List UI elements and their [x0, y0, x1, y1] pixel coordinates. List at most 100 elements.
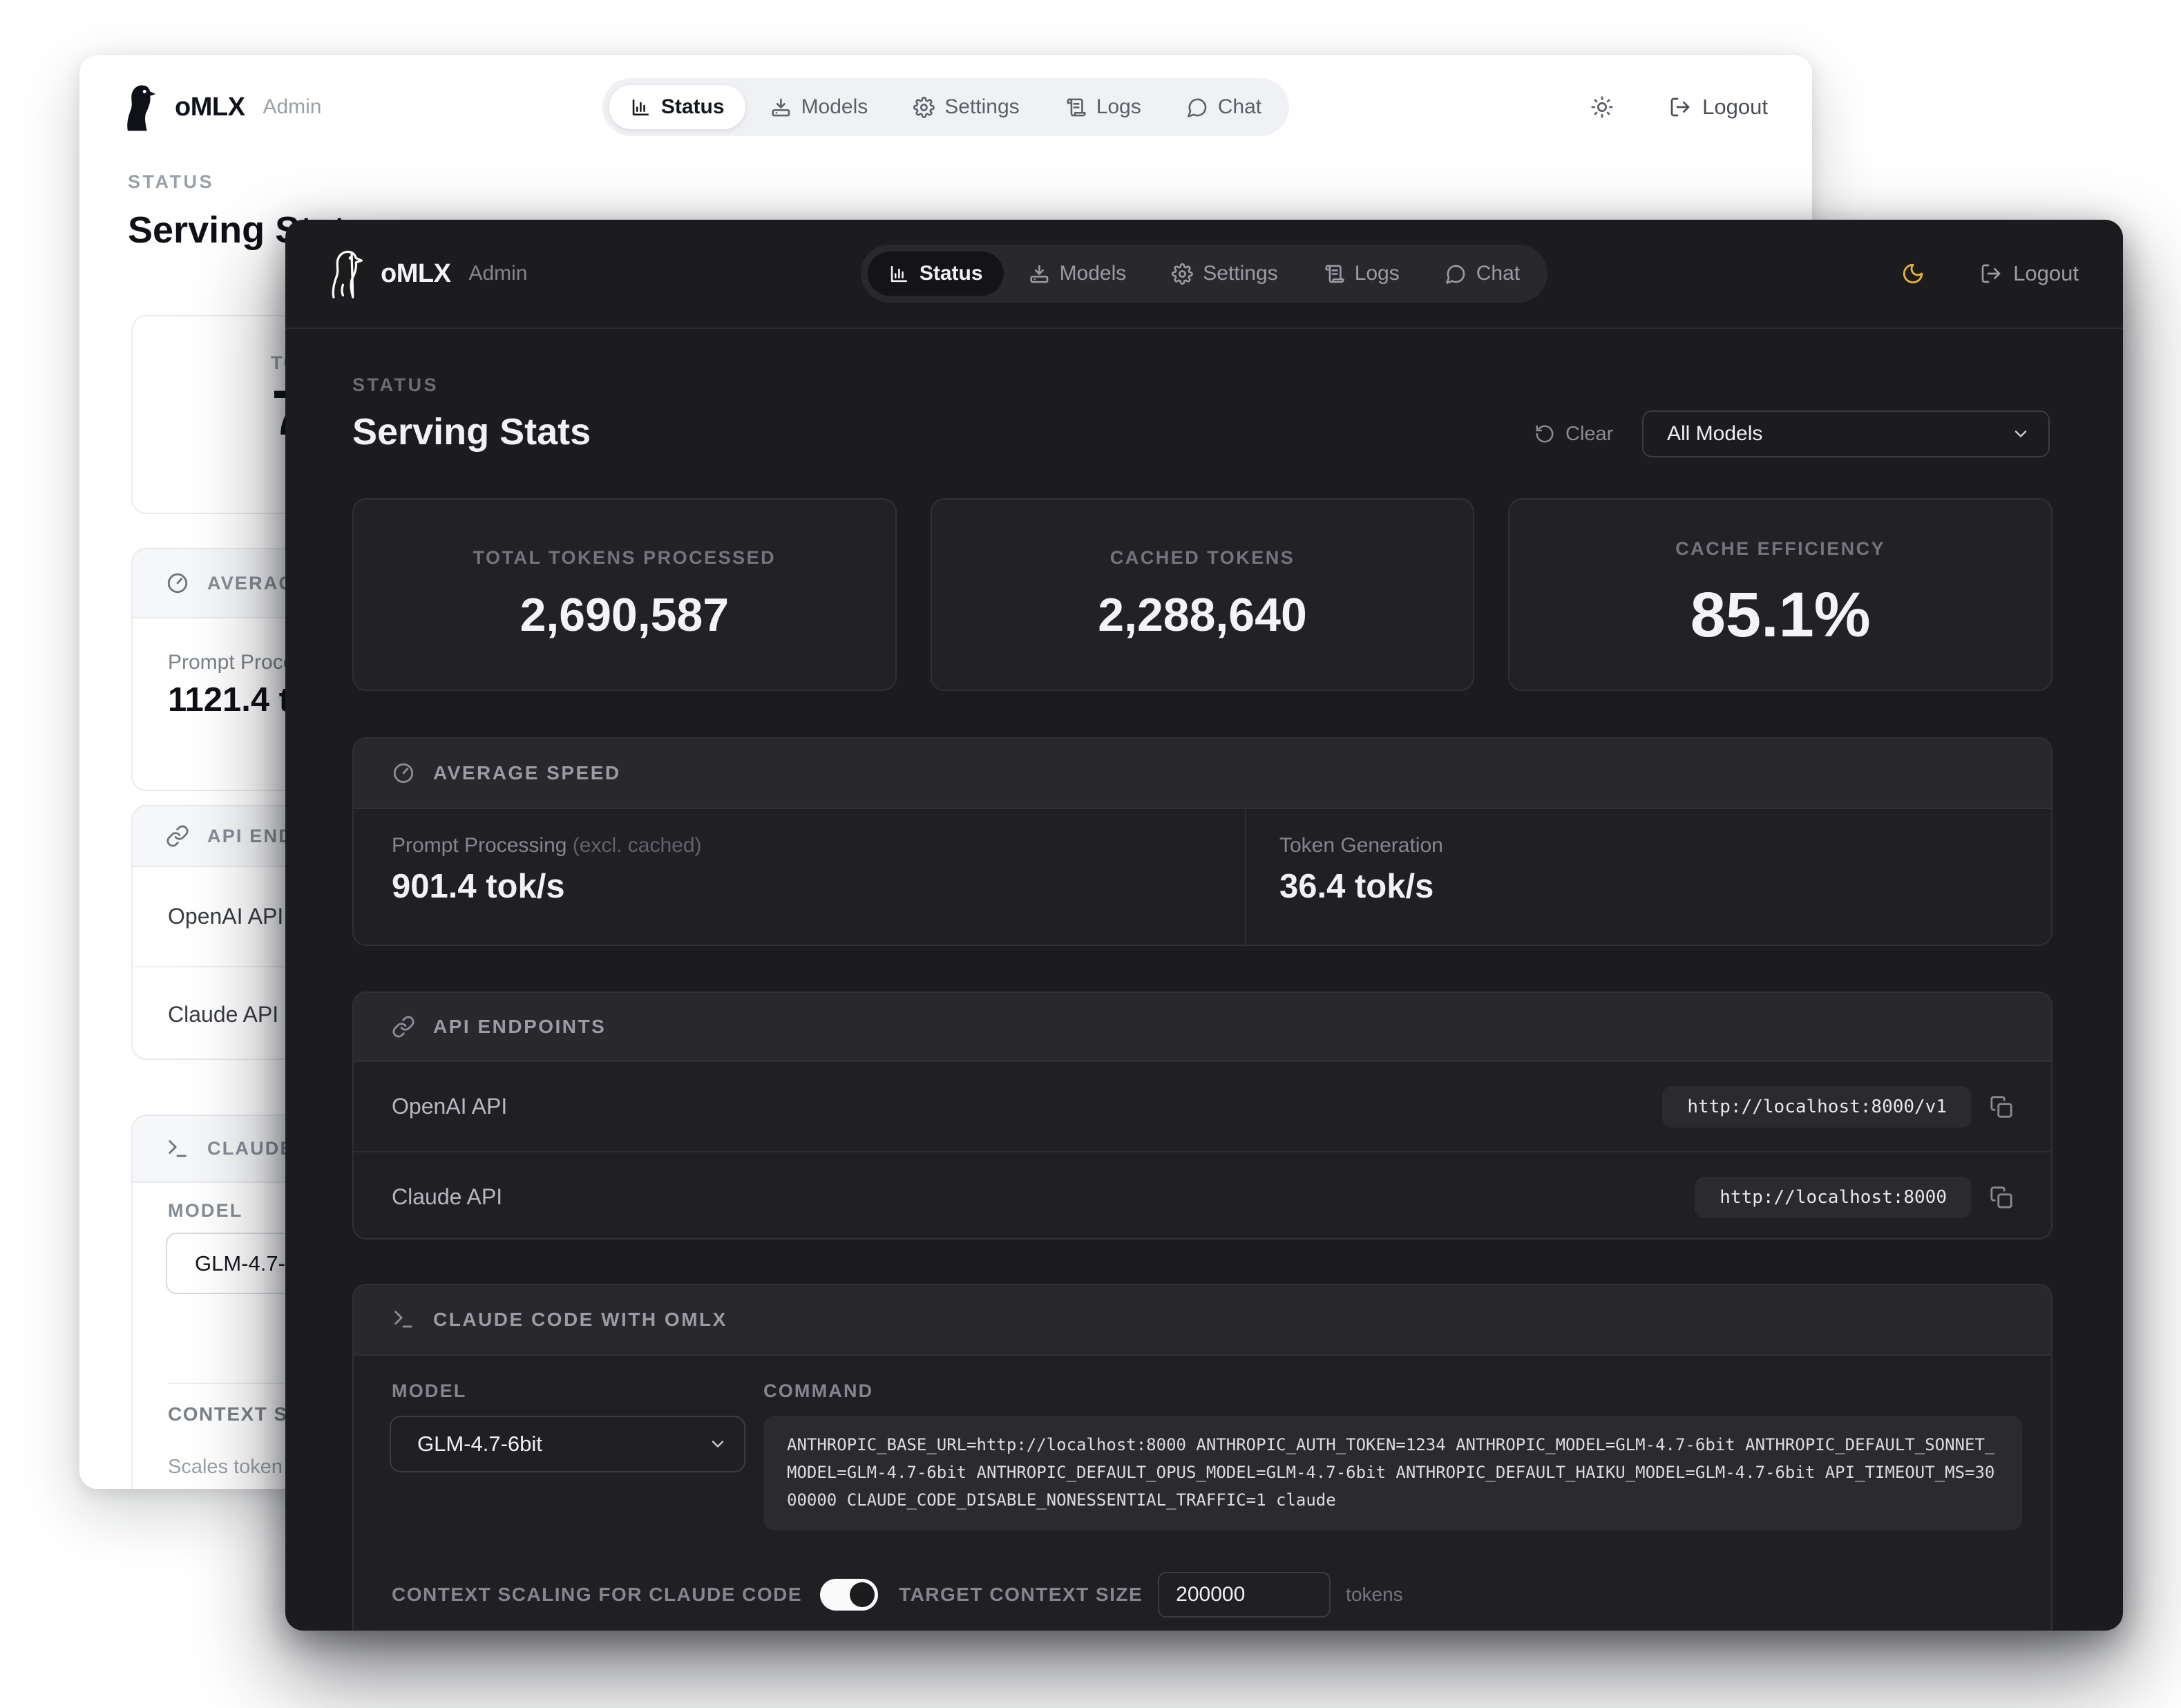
copy-button[interactable]	[1990, 1095, 2013, 1119]
section-header: API ENDPOINTS	[354, 993, 2051, 1062]
tab-label: Logs	[1354, 262, 1400, 285]
stat-card-cache-efficiency: CACHE EFFICIENCY 85.1%	[1508, 498, 2053, 691]
tab-label: Settings	[1203, 262, 1278, 285]
model-select[interactable]: GLM-4.7-6bit	[390, 1416, 745, 1472]
tab-label: Logs	[1096, 95, 1141, 118]
tab-chat[interactable]: Chat	[1166, 85, 1282, 129]
logout-button[interactable]: Logout	[1665, 94, 1772, 120]
theme-toggle-button[interactable]	[1901, 262, 1925, 285]
speed-label: Token Generation	[1279, 834, 1443, 857]
api-row-right: http://localhost:8000	[1695, 1176, 2013, 1218]
copy-icon	[1990, 1186, 2012, 1208]
target-context-size-unit: tokens	[1346, 1584, 1403, 1605]
page-eyebrow: STATUS	[352, 374, 439, 395]
app-role: Admin	[468, 262, 528, 285]
theme-toggle-button[interactable]	[1590, 95, 1614, 119]
page-title: Serving Stats	[352, 411, 591, 453]
link-icon	[392, 1016, 415, 1038]
speed-label: Prompt Processing (excl. cached)	[392, 834, 702, 857]
stat-card-total-tokens: TOTAL TOKENS PROCESSED 2,690,587	[352, 498, 897, 691]
stats-row: TOTAL TOKENS PROCESSED 2,690,587 CACHED …	[352, 498, 2053, 691]
context-scaling-toggle[interactable]	[820, 1579, 879, 1611]
logout-icon	[1670, 97, 1690, 117]
brand: oMLX Admin	[120, 82, 321, 132]
api-row-claude: Claude API http://localhost:8000	[354, 1152, 2051, 1238]
command-label: COMMAND	[763, 1380, 874, 1401]
tab-label: Settings	[944, 95, 1020, 118]
gauge-icon	[393, 763, 414, 784]
api-row-label: OpenAI API	[168, 904, 284, 929]
penguin-logo-icon	[127, 85, 156, 131]
api-row-right: http://localhost:8000/v1	[1662, 1085, 2013, 1128]
tab-label: Status	[660, 95, 725, 118]
tab-logs[interactable]: Logs	[1045, 85, 1162, 129]
app-name: oMLX	[381, 258, 451, 288]
gauge-icon	[167, 573, 188, 594]
tab-label: Chat	[1217, 95, 1262, 118]
context-scaling-row: CONTEXT SCALING FOR CLAUDE CODE TARGET C…	[392, 1567, 1403, 1622]
logout-button[interactable]: Logout	[1976, 260, 2083, 287]
target-context-size-label: TARGET CONTEXT SIZE	[899, 1584, 1143, 1605]
api-endpoints-section: API ENDPOINTS OpenAI API http://localhos…	[352, 991, 2053, 1240]
link-icon	[166, 825, 189, 847]
model-filter-select[interactable]: All Models	[1642, 410, 2050, 457]
stat-value: 2,288,640	[1098, 589, 1307, 641]
tab-label: Models	[1059, 262, 1127, 285]
prompt-processing-col: Prompt Processing (excl. cached) 901.4 t…	[392, 834, 702, 906]
api-row-claude: Claude API	[133, 969, 663, 1060]
api-row-openai: OpenAI API http://localhost:8000/v1	[354, 1062, 2051, 1152]
tab-chat[interactable]: Chat	[1425, 252, 1541, 296]
section-header: AVERAGE SPEED	[354, 739, 2051, 809]
clear-stats-button[interactable]: Clear	[1530, 419, 1617, 449]
tab-label: Chat	[1476, 262, 1521, 285]
stat-label: CACHE EFFICIENCY	[1675, 538, 1886, 559]
download-icon	[1030, 265, 1048, 283]
download-icon	[772, 98, 790, 116]
tab-models[interactable]: Models	[750, 85, 889, 129]
chat-bubble-icon	[1446, 265, 1465, 284]
api-url: http://localhost:8000	[1695, 1176, 1972, 1218]
tab-models[interactable]: Models	[1008, 252, 1147, 296]
copy-button[interactable]	[1990, 1186, 2013, 1209]
tab-settings[interactable]: Settings	[893, 85, 1040, 129]
claude-code-section: CLAUDE CODE WITH OMLX MODEL GLM-4.7-6bit…	[352, 1284, 2053, 1631]
model-label: MODEL	[392, 1380, 467, 1401]
tab-status[interactable]: Status	[609, 85, 745, 129]
command-box[interactable]: ANTHROPIC_BASE_URL=http://localhost:8000…	[763, 1416, 2022, 1530]
api-row-label: Claude API	[392, 1184, 503, 1209]
model-select-value: GLM-4.7-6bit	[417, 1432, 542, 1456]
stat-card-cached-tokens: CACHED TOKENS 2,288,640	[930, 498, 1475, 691]
logout-label: Logout	[2013, 261, 2079, 285]
terminal-icon	[169, 1139, 187, 1157]
scroll-icon	[1067, 98, 1086, 116]
main-nav: Status Models Settings Logs Chat	[602, 78, 1290, 136]
target-context-size-input[interactable]	[1158, 1572, 1331, 1617]
penguin-logo-icon	[332, 250, 363, 298]
stat-label: CACHED TOKENS	[1109, 547, 1295, 568]
tab-logs[interactable]: Logs	[1303, 252, 1420, 296]
bar-chart-icon	[632, 99, 649, 115]
average-speed-body: Prompt Processing (excl. cached) 901.4 t…	[354, 809, 2051, 945]
header-actions: Logout	[1901, 260, 2083, 287]
chat-bubble-icon	[1188, 98, 1207, 117]
api-row-label: Claude API	[168, 1001, 279, 1027]
speed-label-text: Token Generation	[1279, 834, 1443, 857]
tab-settings[interactable]: Settings	[1151, 252, 1298, 296]
foreground-window-dark: oMLX Admin Status Models Settings	[285, 220, 2123, 1631]
api-row-label: OpenAI API	[392, 1094, 508, 1119]
speed-label-note: (excl. cached)	[572, 834, 702, 857]
model-label: MODEL	[168, 1200, 243, 1221]
header: oMLX Admin Status Models Settings	[79, 55, 1812, 159]
stat-value: 2,690,587	[520, 589, 730, 641]
tab-status[interactable]: Status	[867, 252, 1004, 296]
chevron-down-icon	[2015, 430, 2027, 437]
tab-label: Models	[801, 95, 868, 118]
stat-value: 85.1%	[1690, 579, 1871, 650]
vertical-divider	[1245, 809, 1246, 945]
average-speed-section: AVERAGE SPEED Prompt Processing (excl. c…	[352, 737, 2053, 946]
clear-label: Clear	[1565, 422, 1614, 445]
gear-icon	[913, 96, 935, 118]
page-eyebrow: STATUS	[128, 171, 214, 192]
toggle-knob	[850, 1582, 875, 1607]
